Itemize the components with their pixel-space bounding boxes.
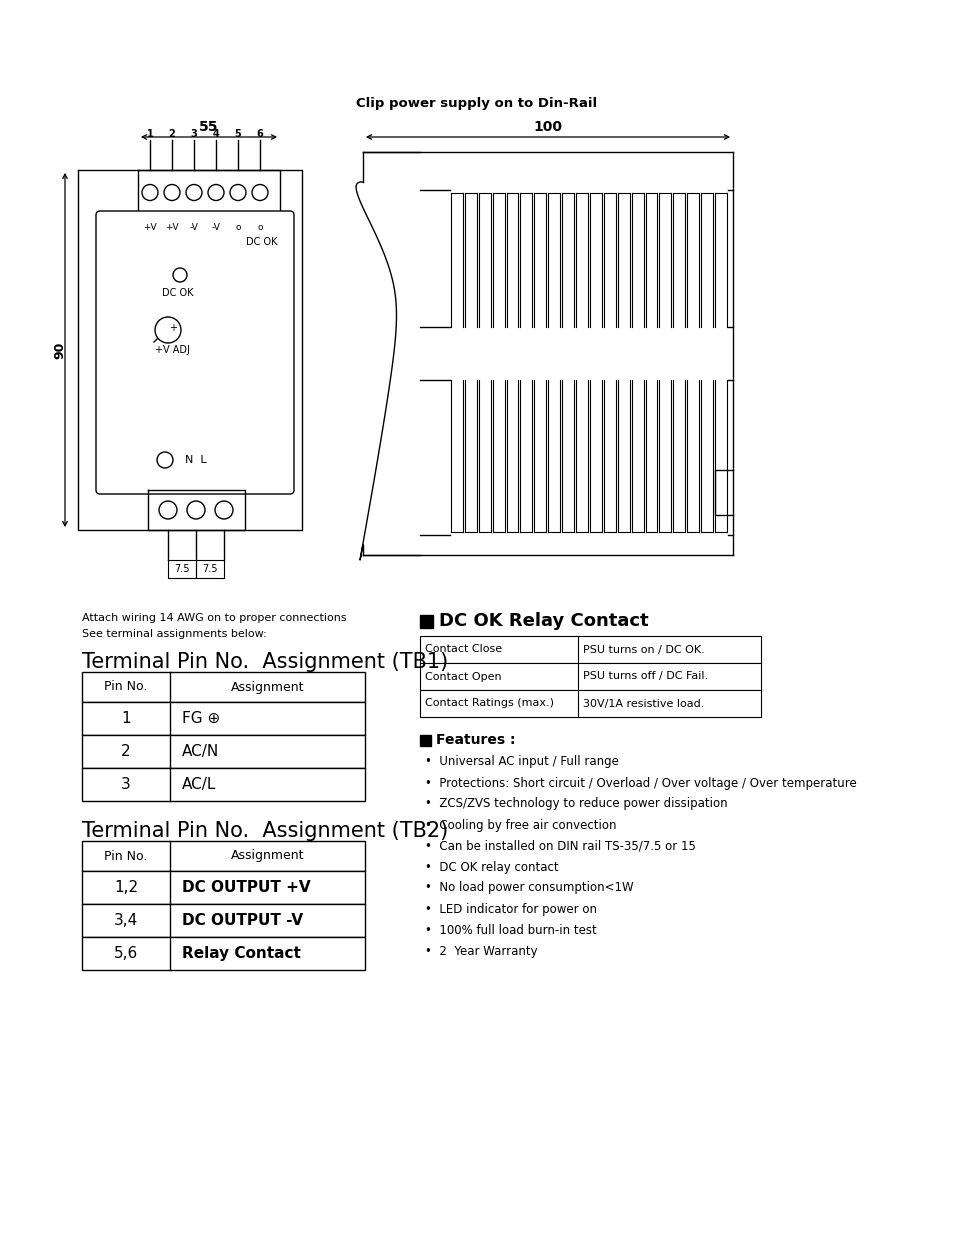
Text: DC OUTPUT +V: DC OUTPUT +V bbox=[182, 881, 311, 895]
Text: Pin No.: Pin No. bbox=[104, 680, 148, 694]
Text: AC/N: AC/N bbox=[182, 743, 219, 760]
Text: Features :: Features : bbox=[436, 734, 515, 747]
Text: 4: 4 bbox=[213, 128, 219, 140]
Text: 1,2: 1,2 bbox=[113, 881, 138, 895]
Text: See terminal assignments below:: See terminal assignments below: bbox=[82, 629, 267, 638]
Text: 1: 1 bbox=[147, 128, 153, 140]
Text: FG ⊕: FG ⊕ bbox=[182, 711, 220, 726]
Text: +V ADJ: +V ADJ bbox=[154, 345, 190, 354]
Text: •  LED indicator for power on: • LED indicator for power on bbox=[424, 903, 597, 915]
Text: 7.5: 7.5 bbox=[174, 564, 190, 574]
Text: 55: 55 bbox=[199, 120, 218, 135]
Circle shape bbox=[252, 184, 268, 200]
Text: o: o bbox=[235, 224, 240, 232]
Text: +V: +V bbox=[165, 224, 178, 232]
Text: 100: 100 bbox=[533, 120, 562, 135]
Text: Clip power supply on to Din-Rail: Clip power supply on to Din-Rail bbox=[356, 96, 597, 110]
Bar bbox=[419, 663, 760, 690]
Text: +V: +V bbox=[143, 224, 156, 232]
Text: N  L: N L bbox=[185, 454, 207, 466]
Text: DC OK: DC OK bbox=[246, 237, 277, 247]
Text: •  2  Year Warranty: • 2 Year Warranty bbox=[424, 945, 537, 957]
Text: AC/L: AC/L bbox=[182, 777, 216, 792]
Text: •  Cooling by free air convection: • Cooling by free air convection bbox=[424, 819, 616, 831]
Text: 3: 3 bbox=[121, 777, 131, 792]
Text: 1: 1 bbox=[121, 711, 131, 726]
Bar bbox=[82, 735, 365, 768]
Text: Pin No.: Pin No. bbox=[104, 850, 148, 862]
Bar bbox=[82, 672, 365, 701]
Text: •  Protections: Short circuit / Overload / Over voltage / Over temperature: • Protections: Short circuit / Overload … bbox=[424, 777, 856, 789]
Bar bbox=[419, 690, 760, 718]
FancyBboxPatch shape bbox=[96, 211, 294, 494]
Circle shape bbox=[230, 184, 246, 200]
Text: •  ZCS/ZVS technology to reduce power dissipation: • ZCS/ZVS technology to reduce power dis… bbox=[424, 798, 727, 810]
Circle shape bbox=[172, 268, 187, 282]
Text: o: o bbox=[257, 224, 262, 232]
Text: Contact Open: Contact Open bbox=[424, 672, 501, 682]
Circle shape bbox=[154, 317, 181, 343]
Text: 2: 2 bbox=[121, 743, 131, 760]
Text: -V: -V bbox=[190, 224, 198, 232]
Text: PSU turns on / DC OK.: PSU turns on / DC OK. bbox=[582, 645, 704, 655]
Text: +: + bbox=[169, 324, 177, 333]
Text: Contact Ratings (max.): Contact Ratings (max.) bbox=[424, 699, 554, 709]
Bar bbox=[82, 701, 365, 735]
Circle shape bbox=[208, 184, 224, 200]
Circle shape bbox=[186, 184, 202, 200]
Text: -V: -V bbox=[212, 224, 220, 232]
Circle shape bbox=[157, 452, 172, 468]
Text: DC OK Relay Contact: DC OK Relay Contact bbox=[438, 613, 648, 631]
Text: 7.5: 7.5 bbox=[202, 564, 217, 574]
Text: Contact Close: Contact Close bbox=[424, 645, 501, 655]
Bar bbox=[82, 871, 365, 904]
Bar bbox=[82, 937, 365, 969]
Bar bbox=[419, 615, 433, 629]
Text: Assignment: Assignment bbox=[231, 850, 304, 862]
Text: 3: 3 bbox=[191, 128, 197, 140]
Text: 2: 2 bbox=[169, 128, 175, 140]
Bar bbox=[419, 636, 760, 663]
Text: DC OK: DC OK bbox=[162, 288, 193, 298]
Text: PSU turns off / DC Fail.: PSU turns off / DC Fail. bbox=[582, 672, 707, 682]
Circle shape bbox=[159, 501, 177, 519]
Circle shape bbox=[164, 184, 180, 200]
Bar bbox=[419, 735, 431, 746]
Circle shape bbox=[214, 501, 233, 519]
Text: Assignment: Assignment bbox=[231, 680, 304, 694]
Text: 30V/1A resistive load.: 30V/1A resistive load. bbox=[582, 699, 703, 709]
Text: 5: 5 bbox=[234, 128, 241, 140]
Text: Relay Contact: Relay Contact bbox=[182, 946, 300, 961]
Text: Attach wiring 14 AWG on to proper connections: Attach wiring 14 AWG on to proper connec… bbox=[82, 613, 346, 622]
Text: Terminal Pin No.  Assignment (TB2): Terminal Pin No. Assignment (TB2) bbox=[82, 821, 448, 841]
Text: 6: 6 bbox=[256, 128, 263, 140]
Text: 3,4: 3,4 bbox=[113, 913, 138, 927]
Text: •  DC OK relay contact: • DC OK relay contact bbox=[424, 861, 558, 873]
Circle shape bbox=[187, 501, 205, 519]
Text: 90: 90 bbox=[53, 341, 67, 358]
Bar bbox=[82, 841, 365, 871]
Text: 5,6: 5,6 bbox=[113, 946, 138, 961]
Circle shape bbox=[142, 184, 158, 200]
Bar bbox=[82, 768, 365, 802]
Text: •  100% full load burn-in test: • 100% full load burn-in test bbox=[424, 924, 597, 936]
Text: •  No load power consumption<1W: • No load power consumption<1W bbox=[424, 882, 633, 894]
Text: DC OUTPUT -V: DC OUTPUT -V bbox=[182, 913, 303, 927]
Text: •  Universal AC input / Full range: • Universal AC input / Full range bbox=[424, 756, 618, 768]
Text: Terminal Pin No.  Assignment (TB1): Terminal Pin No. Assignment (TB1) bbox=[82, 652, 448, 672]
Text: •  Can be installed on DIN rail TS-35/7.5 or 15: • Can be installed on DIN rail TS-35/7.5… bbox=[424, 840, 695, 852]
Bar bbox=[82, 904, 365, 937]
